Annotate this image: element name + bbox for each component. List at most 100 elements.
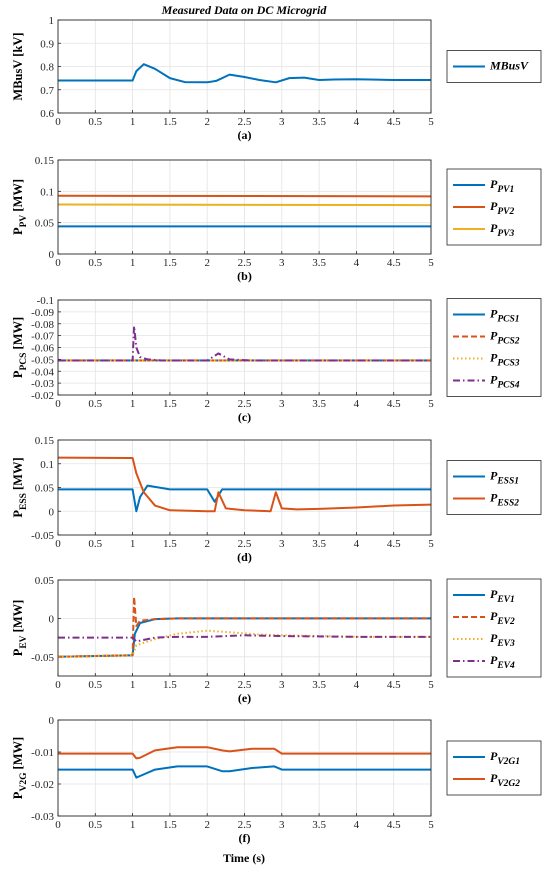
y-tick-label: 1	[49, 15, 55, 27]
series-line-ev4	[58, 634, 431, 643]
y-axis-label-main: P	[11, 510, 25, 518]
x-tick-label: 2	[204, 116, 210, 128]
y-tick-label: 0.15	[35, 155, 55, 167]
series-group	[58, 595, 431, 658]
legend-entry-sub: EV4	[496, 661, 515, 671]
y-axis-label-main: P	[11, 370, 25, 378]
series-line-v2g2	[58, 746, 431, 760]
series-group	[58, 194, 431, 228]
x-tick-label: 5	[428, 116, 434, 128]
x-tick-label: 1	[130, 116, 136, 128]
x-tick-label: 2	[204, 398, 210, 410]
legend-entry-sub: EV3	[496, 639, 515, 649]
x-tick-label: 3	[279, 116, 285, 128]
axes-box	[57, 719, 432, 817]
y-tick-label: -0.01	[31, 747, 54, 759]
legend-entry: PESS2	[490, 491, 519, 509]
series-line-ess2	[58, 456, 431, 513]
x-tick-label: 4	[354, 257, 360, 269]
series-group	[58, 456, 431, 513]
x-tick-label: 5	[428, 257, 434, 269]
x-tick-label: 3	[279, 679, 285, 691]
x-tick-label: 3.5	[312, 398, 326, 410]
legend-entry-main: P	[490, 373, 498, 387]
y-tick-label: 0.1	[40, 459, 54, 471]
y-tick-label: -0.05	[31, 354, 54, 366]
x-tick-label: 0.5	[88, 257, 102, 269]
x-tick-label: 4	[354, 819, 360, 831]
y-tick-label: -0.05	[31, 530, 54, 542]
chart-panel-f: 0 0.5 1 1.5 2 2.5 3 3.5 4 4.5 5-0.03-0.02-0.010PV2…	[11, 715, 542, 845]
x-tick-label: 0	[55, 398, 61, 410]
chart-panel-c: 0 0.5 1 1.5 2 2.5 3 3.5 4 4.5 5-0.02-0.03-0.04-0.0…	[11, 295, 542, 424]
y-tick-label: -0.02	[31, 390, 54, 402]
x-tick-label: 2.5	[238, 679, 252, 691]
x-tick-label: 3	[279, 398, 285, 410]
x-tick-label: 4	[354, 538, 360, 550]
legend-entry: PPCS4	[490, 373, 520, 391]
y-axis-label-main: MBusV [kV]	[11, 32, 25, 100]
series-line-mbusv	[58, 63, 431, 84]
legend-entry-sub: PV2	[497, 207, 514, 217]
y-axis-label-unit: [MW]	[11, 317, 25, 353]
x-tick-label: 4.5	[387, 538, 401, 550]
y-axis-label-sub: ESS	[19, 493, 29, 510]
legend-entry-main: P	[490, 199, 498, 213]
legend-entry-main: MBusV	[489, 59, 529, 73]
y-axis-label-unit: [MW]	[11, 179, 25, 215]
x-tick-label: 3.5	[312, 538, 326, 550]
series-line-ev2	[58, 595, 431, 658]
series-line-pcs4	[58, 325, 431, 362]
x-tick-label: 1.5	[163, 398, 177, 410]
x-tick-label: 0	[55, 819, 61, 831]
panel-subtitle: (a)	[238, 128, 252, 142]
x-tick-label: 0.5	[88, 819, 102, 831]
legend-entry: PPCS3	[490, 351, 520, 369]
y-axis-label-sub: V2G	[19, 772, 29, 792]
y-tick-label: 0	[49, 249, 55, 261]
x-tick-label: 0	[55, 538, 61, 550]
y-tick-label: -0.08	[31, 319, 54, 331]
legend-entry-main: P	[490, 749, 498, 763]
legend-entry-sub: EV1	[496, 595, 514, 605]
series-line-ev1	[58, 617, 431, 658]
y-tick-label: 0.05	[35, 483, 55, 495]
x-tick-label: 0.5	[88, 398, 102, 410]
y-tick-label: -0.07	[31, 331, 54, 343]
series-group	[58, 325, 431, 362]
y-axis-label-unit: [MW]	[11, 457, 25, 493]
y-axis-label: PESS [MW]	[11, 457, 29, 517]
x-axis-label: Time (s)	[223, 851, 265, 865]
legend-entry-sub: ESS2	[496, 499, 519, 509]
y-tick-label: 0.05	[35, 218, 55, 230]
legend-entry-sub: PV3	[497, 229, 514, 239]
x-tick-label: 1	[130, 679, 136, 691]
panel-subtitle: (d)	[237, 550, 252, 564]
x-tick-label: 3	[279, 819, 285, 831]
panel-subtitle: (f)	[239, 831, 251, 845]
legend-entry-sub: PCS1	[497, 315, 519, 325]
x-tick-label: 2.5	[238, 819, 252, 831]
legend-entry-main: P	[490, 609, 498, 623]
axes-box	[57, 19, 432, 114]
legend-entry-sub: V2G2	[497, 779, 520, 789]
series-group	[58, 63, 431, 84]
y-tick-label: 0.1	[40, 186, 54, 198]
x-tick-label: 0	[55, 257, 61, 269]
legend-entry-main: P	[490, 307, 498, 321]
x-tick-label: 2.5	[238, 116, 252, 128]
legend-entry: PPCS1	[490, 307, 520, 325]
y-tick-label: -0.03	[31, 811, 54, 823]
y-axis-label-sub: PV	[19, 215, 29, 228]
panel-subtitle: (c)	[238, 410, 251, 424]
x-tick-label: 2	[204, 819, 210, 831]
y-axis-label-unit: [MW]	[11, 600, 25, 636]
y-axis-label: PV2G [MW]	[11, 737, 29, 799]
y-axis-label: PEV [MW]	[11, 600, 29, 657]
x-tick-label: 1	[130, 819, 136, 831]
x-tick-label: 1.5	[163, 538, 177, 550]
